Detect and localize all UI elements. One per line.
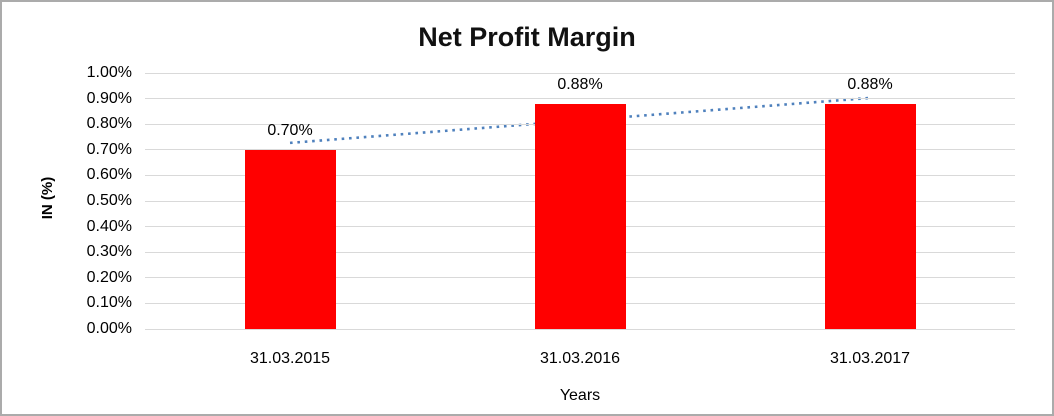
value-label: 0.88% [557, 75, 603, 93]
y-tick-label: 0.30% [86, 243, 132, 261]
bar-31.03.2016 [534, 103, 626, 329]
value-label: 0.70% [267, 121, 313, 139]
y-tick-label: 0.00% [86, 320, 132, 337]
y-tick-label: 0.60% [86, 166, 132, 184]
gridline [145, 328, 1015, 330]
y-tick-label: 0.40% [86, 217, 132, 235]
bar-31.03.2017 [824, 103, 916, 329]
y-tick-label: 0.90% [86, 89, 132, 107]
value-label: 0.88% [847, 75, 893, 93]
x-tick-label: 31.03.2016 [539, 350, 621, 367]
x-axis-title: Years [559, 387, 601, 404]
y-tick-label: 0.50% [86, 192, 132, 209]
chart-title: Net Profit Margin [418, 22, 636, 52]
y-axis-title: IN (%) [39, 176, 56, 220]
y-tick-label: 0.10% [86, 294, 132, 312]
bar-31.03.2015 [244, 149, 336, 329]
gridline [145, 72, 1015, 74]
y-tick-label: 0.20% [86, 268, 132, 286]
y-tick-label: 0.80% [86, 115, 132, 133]
y-tick-label: 1.00% [86, 64, 132, 81]
x-tick-label: 31.03.2015 [249, 350, 331, 367]
x-tick-label: 31.03.2017 [829, 350, 911, 367]
gridline [145, 98, 1015, 100]
y-tick-label: 0.70% [86, 140, 132, 158]
